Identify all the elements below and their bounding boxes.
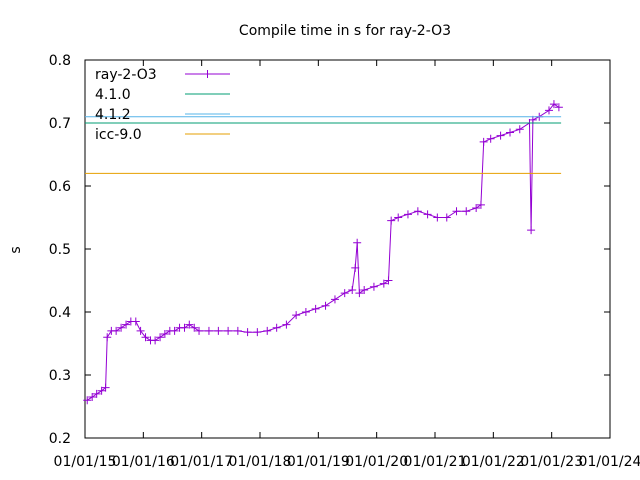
y-tick-label: 0.6: [49, 179, 71, 195]
data-point: [516, 125, 524, 133]
y-tick-label: 0.3: [49, 368, 71, 384]
axes: 0.20.30.40.50.60.70.801/01/1501/01/1601/…: [49, 53, 640, 470]
data-point: [331, 295, 339, 303]
series-layer: [83, 100, 563, 404]
x-tick-label: 01/01/15: [54, 454, 117, 470]
legend: ray-2-O3 4.1.0 4.1.2 icc-9.0: [95, 67, 230, 143]
data-point: [253, 328, 261, 336]
data-point: [414, 207, 422, 215]
data-point: [132, 317, 140, 325]
data-point: [433, 214, 441, 222]
data-point: [348, 286, 356, 294]
data-point: [273, 324, 281, 332]
x-tick-label: 01/01/24: [579, 454, 640, 470]
data-point: [322, 302, 330, 310]
data-point: [387, 217, 395, 225]
data-point: [462, 207, 470, 215]
data-point: [394, 214, 402, 222]
data-point: [224, 327, 232, 335]
data-point: [370, 283, 378, 291]
series-line-0: [87, 104, 559, 400]
data-point: [341, 289, 349, 297]
data-point: [353, 239, 361, 247]
data-point: [234, 327, 242, 335]
data-point: [302, 308, 310, 316]
x-tick-label: 01/01/19: [287, 454, 350, 470]
data-point: [214, 327, 222, 335]
data-point: [480, 138, 488, 146]
y-tick-label: 0.4: [49, 305, 71, 321]
data-point: [443, 214, 451, 222]
y-axis-label: s: [8, 246, 24, 253]
chart-title: Compile time in s for ray-2-O3: [239, 23, 451, 39]
x-tick-label: 01/01/23: [520, 454, 583, 470]
y-tick-label: 0.8: [49, 53, 71, 69]
data-point: [404, 210, 412, 218]
y-tick-label: 0.7: [49, 116, 71, 132]
data-point: [205, 327, 213, 335]
x-tick-label: 01/01/17: [170, 454, 233, 470]
legend-label: 4.1.0: [95, 87, 131, 103]
x-tick-label: 01/01/18: [229, 454, 292, 470]
data-point: [487, 135, 495, 143]
x-tick-label: 01/01/20: [345, 454, 408, 470]
data-point: [497, 132, 505, 140]
x-tick-label: 01/01/21: [404, 454, 467, 470]
data-point: [263, 327, 271, 335]
data-point: [103, 333, 111, 341]
y-tick-label: 0.2: [49, 431, 71, 447]
x-tick-label: 01/01/16: [112, 454, 175, 470]
data-point: [424, 210, 432, 218]
legend-label: ray-2-O3: [95, 67, 157, 83]
legend-label: 4.1.2: [95, 107, 131, 123]
data-point: [506, 128, 514, 136]
data-point: [244, 328, 252, 336]
data-point: [312, 305, 320, 313]
data-point: [527, 226, 535, 234]
x-tick-label: 01/01/22: [462, 454, 525, 470]
y-tick-label: 0.5: [49, 242, 71, 258]
data-point: [453, 207, 461, 215]
legend-label: icc-9.0: [95, 127, 142, 143]
legend-marker: [204, 70, 212, 78]
